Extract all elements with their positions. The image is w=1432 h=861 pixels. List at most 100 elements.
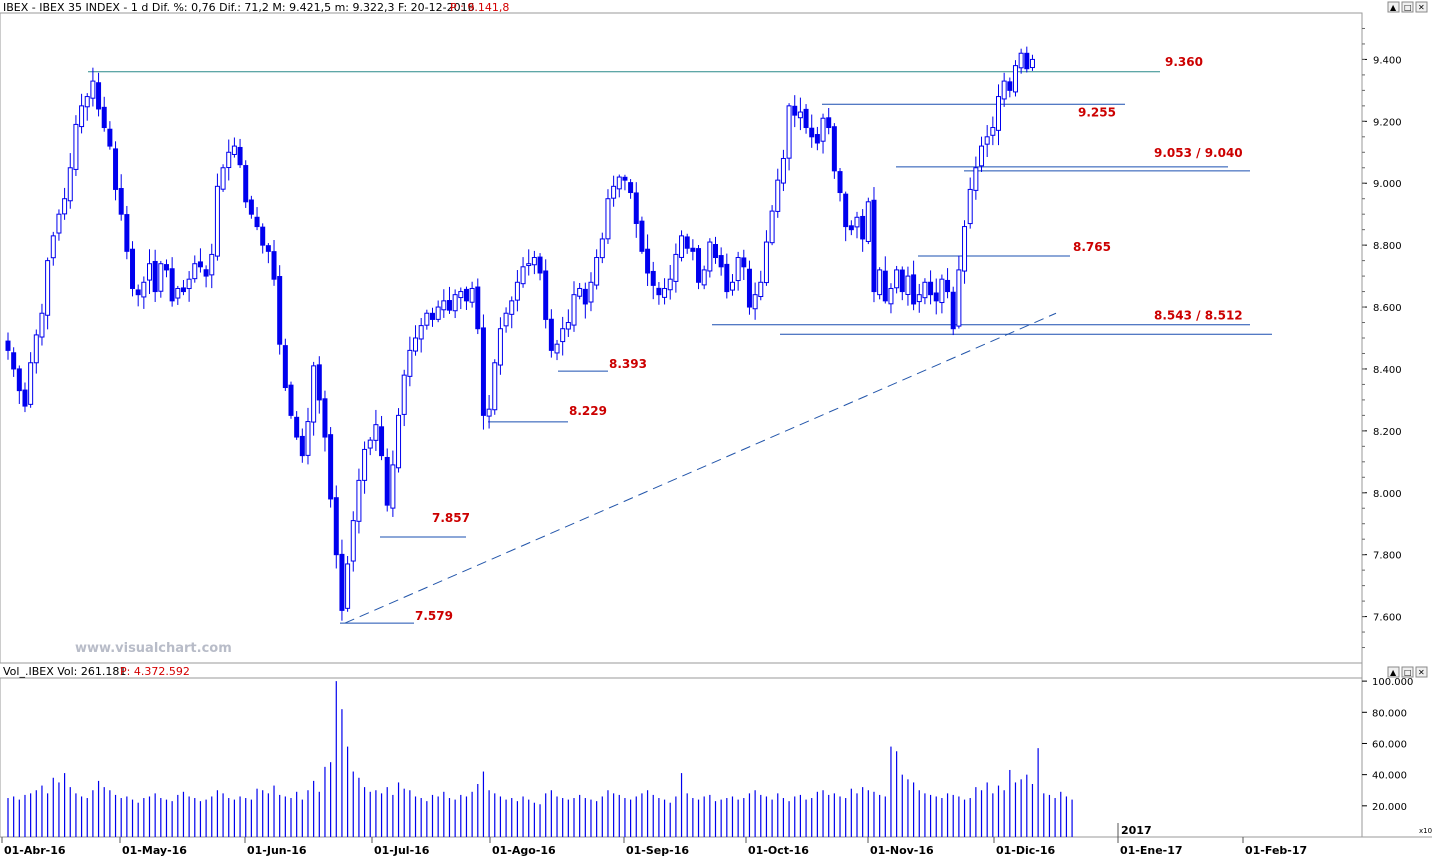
volume-window-buttons: ▲ □ ✕ [1387, 666, 1428, 678]
candle-down [945, 279, 951, 293]
candle-down [628, 182, 634, 194]
close-icon: ✕ [1418, 3, 1425, 12]
candle-up [514, 281, 520, 301]
y-tick-label: 80.000 [1372, 708, 1407, 719]
candle-down [333, 497, 339, 556]
candle-down [950, 291, 956, 330]
y-axis-ticks: 9.400 9.200 9.000 8.800 8.600 8.400 8.200 8.000… [1362, 27, 1413, 813]
candle-down [622, 176, 628, 181]
x-tick-label: 01-Jun-16 [247, 844, 307, 857]
candle-up [503, 312, 509, 327]
candle-up [50, 235, 56, 259]
level-label: 8.229 [569, 404, 607, 418]
volume-maximize-button[interactable] [1401, 666, 1414, 678]
maximize-button[interactable] [1401, 1, 1414, 13]
candle-down [299, 435, 305, 457]
candle-up [396, 414, 402, 469]
candle-up [729, 281, 735, 291]
candle-down [792, 105, 798, 116]
x-tick-label: 01-Dic-16 [996, 844, 1056, 857]
candle-up [707, 241, 713, 272]
candle-up [220, 167, 226, 190]
candle-down [656, 287, 662, 296]
candle-up [350, 520, 356, 562]
candle-down [113, 148, 119, 190]
candle-down [197, 261, 203, 268]
x-tick-label: 01-Oct-16 [748, 844, 809, 857]
candle-up [147, 263, 152, 281]
candle-up [1018, 52, 1024, 69]
candle-up [520, 266, 526, 285]
candle-up [458, 291, 464, 299]
candle-down [446, 300, 452, 311]
x-tick-label: 01-Feb-17 [1245, 844, 1307, 857]
candle-up [509, 300, 515, 315]
candle-down [152, 260, 158, 293]
candle-up [486, 408, 492, 417]
volume-minimize-button[interactable] [1387, 666, 1400, 678]
price-header: IBEX - IBEX 35 INDEX - 1 d Dif. %: 0,76 … [3, 1, 475, 14]
candle-up [492, 362, 498, 411]
candle-down [107, 128, 113, 147]
candle-down [537, 256, 543, 274]
candle-up [418, 325, 424, 340]
candle-up [84, 96, 90, 108]
candle-up [441, 300, 447, 311]
candle-up [967, 188, 973, 225]
candle-down [430, 312, 435, 320]
close-button[interactable] [1415, 1, 1428, 13]
candle-up [962, 226, 968, 272]
y-tick-label: 8.000 [1373, 489, 1402, 500]
candle-up [922, 281, 928, 299]
candle-up [413, 337, 419, 352]
y-tick-label: 9.400 [1373, 55, 1402, 66]
candle-up [526, 263, 532, 267]
candle-up [231, 145, 237, 155]
candle-down [322, 398, 328, 438]
candle-up [865, 201, 871, 242]
candle-up [605, 198, 611, 240]
candle-down [118, 188, 124, 215]
candle-down [803, 108, 809, 129]
candle-up [775, 179, 781, 212]
level-label: 9.053 / 9.040 [1154, 146, 1243, 160]
candle-down [746, 268, 752, 308]
candle-up [362, 448, 368, 481]
level-label: 8.543 / 8.512 [1154, 309, 1243, 323]
candle-down [237, 146, 243, 166]
candle-down [882, 270, 888, 302]
candle-up [192, 263, 198, 280]
candle-down [260, 226, 266, 246]
candle-up [786, 105, 792, 159]
candle-up [345, 563, 351, 609]
candle-up [311, 365, 317, 423]
volume-close-button[interactable] [1415, 666, 1428, 678]
candle-up [571, 294, 577, 326]
candle-down [463, 288, 469, 302]
candle-down [96, 82, 102, 110]
candle-up [554, 343, 560, 354]
candle-up [214, 185, 220, 257]
y-tick-label: 20.000 [1372, 802, 1407, 813]
candle-down [928, 281, 934, 296]
year-marker: 2017 [1121, 824, 1152, 837]
candle-down [180, 287, 186, 293]
candle-down [248, 199, 254, 215]
minimize-button[interactable] [1387, 1, 1400, 13]
candle-up [667, 278, 673, 291]
candle-up [175, 287, 181, 299]
candle-up [973, 167, 979, 191]
candle-up [73, 123, 79, 170]
candle-down [130, 248, 136, 289]
candle-down [254, 216, 260, 228]
candle-down [124, 214, 130, 252]
candle-up [531, 257, 537, 266]
candle-up [452, 294, 458, 312]
candle-down [848, 225, 854, 231]
watermark: www.visualchart.com [75, 641, 232, 656]
candle-down [163, 264, 169, 271]
candle-down [809, 127, 815, 138]
candle-down [837, 171, 843, 194]
candle-up [469, 287, 475, 303]
